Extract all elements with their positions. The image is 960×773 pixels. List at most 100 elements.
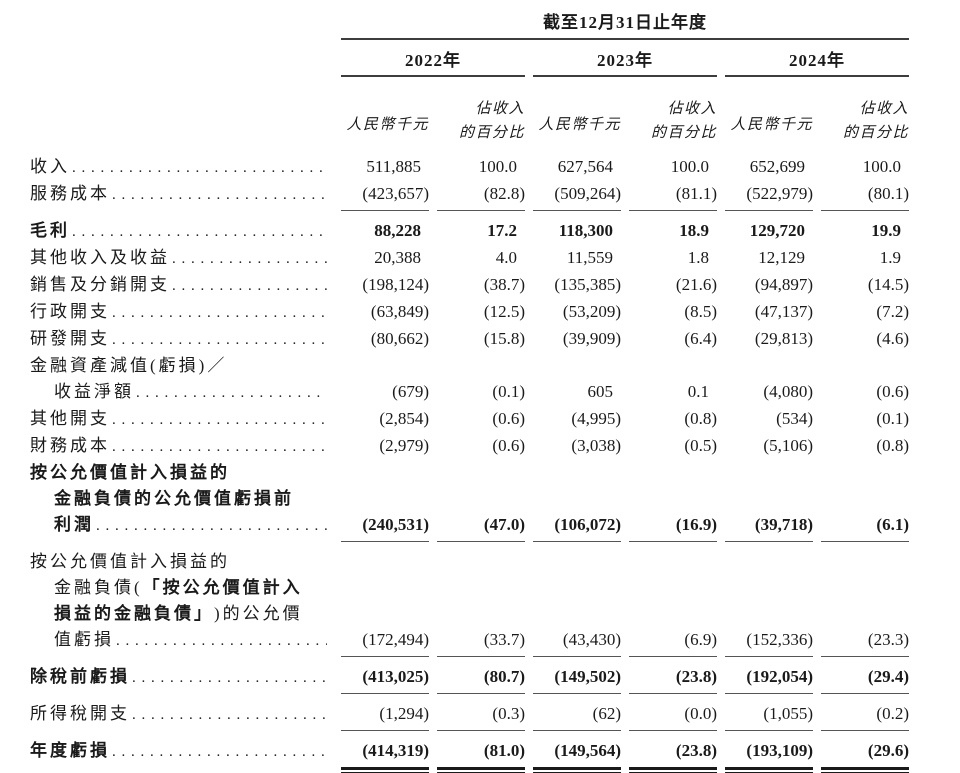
value-cell: (81.0) <box>437 738 525 773</box>
row-label: 金融資產減值(虧損)／ <box>30 353 909 379</box>
row-label: 其他收入及收益 <box>30 245 333 272</box>
dot-leader <box>112 181 327 208</box>
column-header-pct: 佔收入 的百分比 <box>650 101 717 141</box>
dot-leader <box>72 218 327 245</box>
row-label-text: 利潤 <box>54 515 94 534</box>
dot-leader <box>172 272 327 299</box>
value-cell: 511,885 <box>341 154 429 180</box>
value-text: (29,813) <box>754 329 813 348</box>
value-text: (106,072) <box>554 515 621 534</box>
value-cell: (1,294) <box>341 701 429 731</box>
value-text: (63,849) <box>370 302 429 321</box>
value-text: (0.1) <box>492 382 525 401</box>
dot-leader <box>132 701 327 728</box>
value-cell: (193,109) <box>725 738 813 773</box>
row-label-text: 金融資產減值(虧損)／ <box>30 356 228 375</box>
value-cell: (0.8) <box>821 433 909 459</box>
row-label-text: 年度虧損 <box>30 741 110 760</box>
row-label-text: 其他開支 <box>30 409 110 428</box>
value-text: (1,055) <box>763 704 813 723</box>
value-cell: (1,055) <box>725 701 813 731</box>
value-text: (509,264) <box>554 184 621 203</box>
value-text: (0.2) <box>876 704 909 723</box>
value-text: (192,054) <box>746 667 813 686</box>
value-cell: (7.2) <box>821 299 909 325</box>
table-row-line: 服務成本 (423,657) (82.8) (509,264) (81.1) (522,9… <box>30 181 909 211</box>
value-cell: (423,657) <box>341 181 429 211</box>
table-header-period-row: 截至12月31日止年度 <box>30 8 909 40</box>
row-label: 服務成本 <box>30 181 333 208</box>
value-text: (193,109) <box>746 741 813 760</box>
value-cell: (198,124) <box>341 272 429 298</box>
table-header-years-row: 2022年 2023年 2024年 <box>30 40 909 77</box>
table-row-line: 金融負債(「按公允價值計入 <box>30 575 909 601</box>
value-cell: (16.9) <box>629 512 717 542</box>
year-header-2023: 2023年 <box>533 40 717 77</box>
value-text: (0.5) <box>684 436 717 455</box>
row-label: 收入 <box>30 154 333 181</box>
value-text: 652,699 <box>749 157 805 176</box>
table-row-line: 其他收入及收益 20,388 4.0 11,559 1.8 12,129 1.9 <box>30 245 909 272</box>
value-cell: (62) <box>533 701 621 731</box>
row-label: 損益的金融負債」)的公允價 <box>30 601 909 627</box>
year-header-2022: 2022年 <box>341 40 525 77</box>
value-text: (679) <box>392 382 429 401</box>
value-text: (0.1) <box>876 409 909 428</box>
value-text: (15.8) <box>483 329 525 348</box>
row-label: 按公允價值計入損益的 <box>30 460 909 486</box>
value-text: (6.4) <box>684 329 717 348</box>
table-row-line: 收益淨額 (679) (0.1) 605 0.1 (4,080) (0.6) <box>30 379 909 406</box>
row-label: 行政開支 <box>30 299 333 326</box>
table-row-line: 毛利 88,228 17.2 118,300 18.9 129,720 19.9 <box>30 218 909 245</box>
value-text: 100.0 <box>670 157 709 176</box>
value-cell: 4.0 <box>437 245 525 271</box>
value-cell: (4,995) <box>533 406 621 432</box>
table-row-line: 按公允價值計入損益的 <box>30 549 909 575</box>
value-cell: 100.0 <box>629 154 717 180</box>
value-cell: (0.3) <box>437 701 525 731</box>
value-text: (80.1) <box>867 184 909 203</box>
table-row-line: 財務成本 (2,979) (0.6) (3,038) (0.5) (5,106) (0.8) <box>30 433 909 460</box>
value-cell: (509,264) <box>533 181 621 211</box>
value-text: 0.1 <box>687 382 709 401</box>
value-cell: (0.6) <box>437 406 525 432</box>
row-label-text: 收入 <box>30 157 70 176</box>
value-text: (240,531) <box>362 515 429 534</box>
value-text: 11,559 <box>566 248 613 267</box>
table-row-line: 除稅前虧損 (413,025) (80.7) (149,502) (23.8) (192,… <box>30 664 909 694</box>
value-text: 88,228 <box>374 221 421 240</box>
value-cell: 129,720 <box>725 218 813 244</box>
value-cell: (106,072) <box>533 512 621 542</box>
value-text: (0.8) <box>684 409 717 428</box>
value-text: (80,662) <box>370 329 429 348</box>
row-label: 其他開支 <box>30 406 333 433</box>
table-row-line: 年度虧損 (414,319) (81.0) (149,564) (23.8) (193,1… <box>30 738 909 773</box>
table-row-line: 所得稅開支 (1,294) (0.3) (62) (0.0) (1,055) (0.2) <box>30 701 909 731</box>
value-cell: (8.5) <box>629 299 717 325</box>
value-cell: (81.1) <box>629 181 717 211</box>
value-cell: (2,854) <box>341 406 429 432</box>
value-text: (414,319) <box>362 741 429 760</box>
value-cell: (413,025) <box>341 664 429 694</box>
value-text: (47,137) <box>754 302 813 321</box>
row-label-text: 金融負債的公允價值虧損前 <box>54 489 294 508</box>
row-label: 值虧損 <box>30 627 333 654</box>
value-text: (4,080) <box>763 382 813 401</box>
value-text: (29.6) <box>867 741 909 760</box>
value-text: 605 <box>587 382 614 401</box>
value-text: 511,885 <box>366 157 421 176</box>
table-row-line: 金融負債的公允價值虧損前 <box>30 486 909 512</box>
value-text: (172,494) <box>362 630 429 649</box>
row-label-text: 金融負債( <box>54 578 143 597</box>
value-cell: (679) <box>341 379 429 405</box>
column-header-unit: 人民幣千元 <box>730 117 813 133</box>
value-cell: (5,106) <box>725 433 813 459</box>
value-cell: (0.1) <box>821 406 909 432</box>
row-label-text: 除稅前虧損 <box>30 667 130 686</box>
value-text: (3,038) <box>571 436 621 455</box>
value-cell: (172,494) <box>341 627 429 657</box>
value-text: (6.1) <box>876 515 909 534</box>
dot-leader <box>172 245 327 272</box>
value-cell: (21.6) <box>629 272 717 298</box>
row-label: 財務成本 <box>30 433 333 460</box>
